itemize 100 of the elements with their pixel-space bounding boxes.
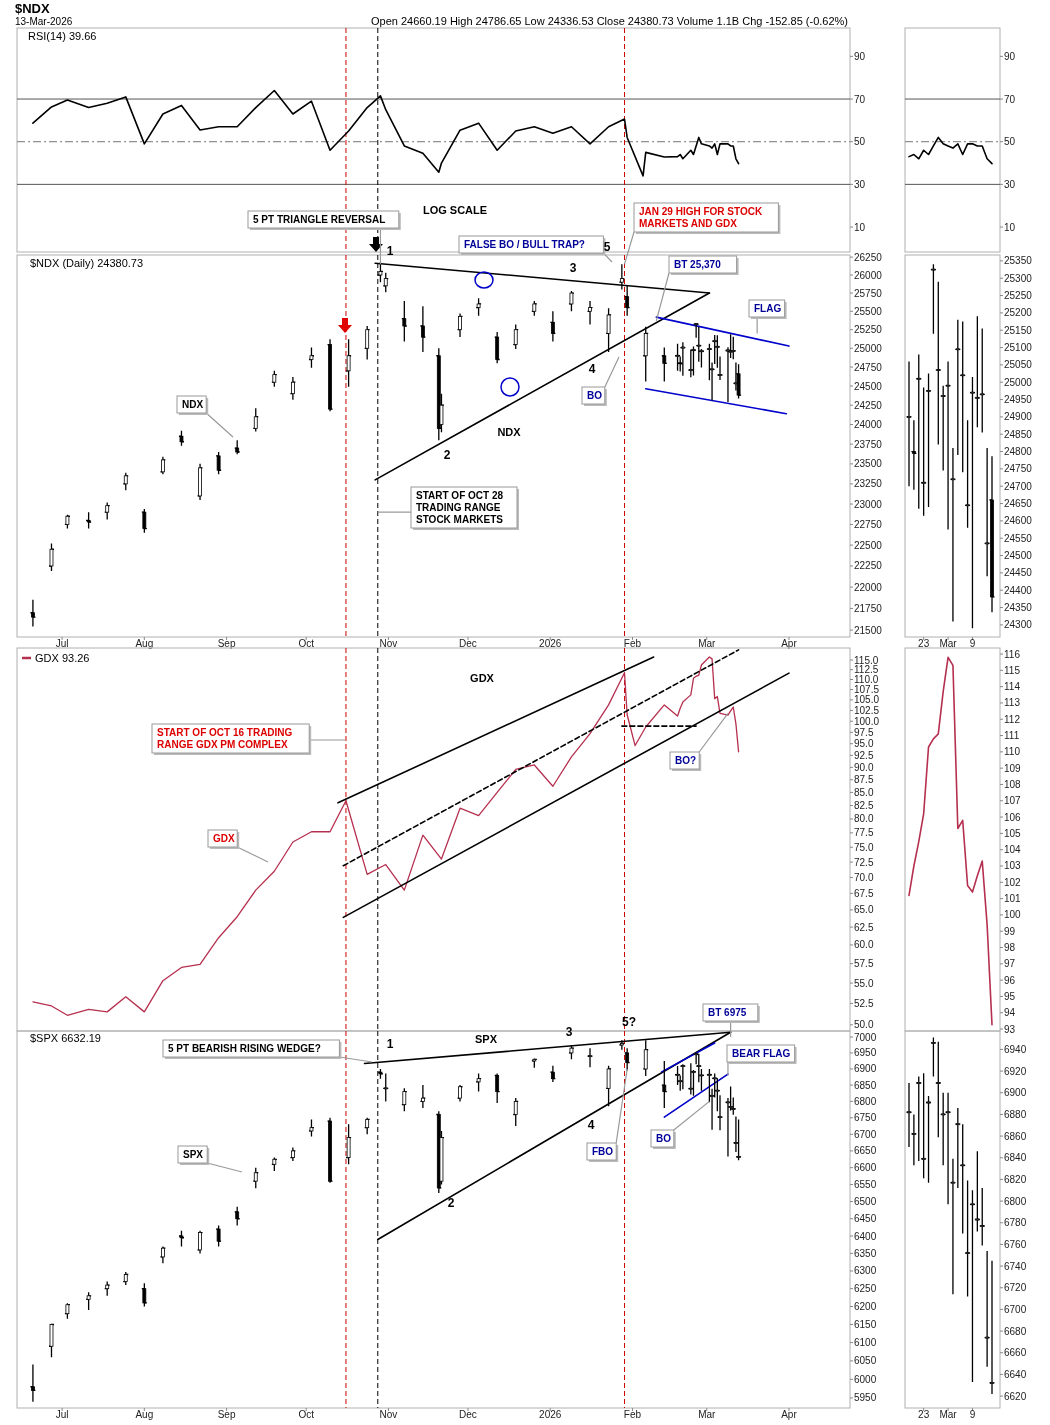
y-tick-label: 72.5: [854, 856, 874, 868]
y-tick-label: 6780: [1004, 1217, 1027, 1229]
y-tick-label: 87.5: [854, 774, 874, 786]
annotation: LOG SCALE: [422, 204, 488, 216]
annotation: SPX: [183, 1149, 204, 1160]
annotation: START OF OCT 28 TRADING RANGE STOCK MARKETS: [416, 490, 504, 525]
x-tick-label: 2026: [539, 638, 562, 649]
annotation: START OF OCT 16 TRADING RANGE GDX PM COMPLEX: [157, 727, 293, 750]
x-tick-label: Mar: [698, 1409, 717, 1420]
y-tick-label: 6680: [1004, 1325, 1027, 1337]
legend-label: GDX 93.26: [35, 652, 90, 664]
x-tick-label: Feb: [623, 638, 642, 649]
y-tick-label: 30: [1004, 178, 1016, 190]
y-tick-label: 6650: [854, 1145, 877, 1157]
x-tick-label: Feb: [623, 1409, 642, 1420]
y-tick-label: 6820: [1004, 1173, 1027, 1185]
y-tick-label: 6800: [854, 1095, 877, 1107]
y-tick-label: 50: [1004, 136, 1016, 148]
x-tick-label: 23: [918, 638, 930, 649]
x-tick-label: Oct: [298, 1409, 315, 1420]
y-tick-label: 6900: [854, 1063, 877, 1075]
y-tick-label: 24450: [1004, 567, 1033, 579]
y-tick-label: 116: [1004, 648, 1021, 660]
y-tick-label: 6700: [854, 1128, 877, 1140]
y-tick-label: 108: [1004, 778, 1022, 790]
y-tick-label: 109: [1004, 762, 1022, 774]
y-tick-label: 70: [854, 93, 866, 105]
y-tick-label: 6300: [854, 1265, 877, 1277]
y-tick-label: 6640: [1004, 1368, 1027, 1380]
y-tick-label: 24400: [1004, 584, 1033, 596]
y-tick-label: 6850: [854, 1079, 877, 1091]
y-tick-label: 104: [1004, 844, 1022, 856]
x-tick-label: Nov: [379, 638, 398, 649]
x-tick-label: Dec: [459, 638, 477, 649]
y-tick-label: 110.0: [854, 673, 879, 685]
y-tick-label: 103: [1004, 860, 1022, 872]
y-tick-label: 25250: [854, 324, 883, 336]
y-tick-label: 105.0: [854, 694, 880, 706]
y-tick-label: 6900: [1004, 1087, 1027, 1099]
y-tick-label: 6400: [854, 1230, 877, 1242]
y-tick-label: 25000: [1004, 376, 1033, 388]
y-tick-label: 24700: [1004, 480, 1033, 492]
y-tick-label: 96: [1004, 974, 1016, 986]
y-tick-label: 115.0: [854, 654, 879, 666]
x-tick-label: Apr: [781, 638, 798, 649]
y-tick-label: 98: [1004, 942, 1016, 954]
y-tick-label: 24750: [1004, 463, 1033, 475]
y-tick-label: 7000: [854, 1031, 877, 1043]
x-tick-label: Jul: [55, 1409, 69, 1420]
y-tick-label: 102: [1004, 876, 1022, 888]
y-tick-label: 55.0: [854, 977, 874, 989]
y-tick-label: 10: [854, 221, 866, 233]
y-tick-label: 25000: [854, 342, 883, 354]
x-tick-label: Sep: [217, 638, 236, 649]
y-tick-label: 65.0: [854, 904, 874, 916]
y-tick-label: 95: [1004, 990, 1016, 1002]
y-tick-label: 24550: [1004, 532, 1033, 544]
annotation: NDX: [497, 426, 522, 438]
y-tick-label: 10: [1004, 221, 1016, 233]
y-tick-label: 50: [854, 136, 866, 148]
x-tick-label: Mar: [698, 638, 717, 649]
y-tick-label: 26000: [854, 269, 883, 281]
y-tick-label: 25250: [1004, 290, 1033, 302]
x-tick-label: Sep: [217, 1409, 236, 1420]
y-tick-label: 6100: [854, 1337, 877, 1349]
y-tick-label: 102.5: [854, 704, 880, 716]
y-tick-label: 110: [1004, 746, 1021, 758]
annotation: FBO: [592, 1146, 614, 1157]
y-tick-label: 97: [1004, 958, 1016, 970]
x-tick-label: Apr: [781, 1409, 798, 1420]
y-tick-label: 6250: [854, 1283, 877, 1295]
y-tick-label: 107: [1004, 795, 1022, 807]
y-tick-label: 90: [854, 50, 866, 62]
annotation: BT 25,370: [674, 259, 722, 270]
y-tick-label: 6720: [1004, 1282, 1027, 1294]
y-tick-label: 115: [1004, 664, 1021, 676]
annotation: 5?: [621, 1015, 637, 1029]
y-tick-label: 94: [1004, 1007, 1016, 1019]
y-tick-label: 23750: [854, 438, 883, 450]
y-tick-label: 25150: [1004, 324, 1033, 336]
y-tick-label: 111: [1004, 730, 1020, 742]
x-tick-label: 9: [969, 638, 976, 649]
y-tick-label: 24250: [854, 399, 883, 411]
y-tick-label: 62.5: [854, 921, 874, 933]
y-tick-label: 6840: [1004, 1152, 1027, 1164]
x-tick-label: 23: [918, 1409, 930, 1420]
annotation: 5: [603, 240, 611, 254]
y-tick-label: 100: [1004, 909, 1022, 921]
y-tick-label: 6760: [1004, 1238, 1027, 1250]
y-tick-label: 25050: [1004, 359, 1033, 371]
annotation: 3: [565, 1025, 573, 1039]
text: Open 24660.19 High 24786.65 Low 24336.53 Close 24380.73 Volume 1.1B Chg -152.85 (-0.62%): [370, 15, 848, 27]
annotation: 2: [447, 1196, 455, 1210]
y-tick-label: 6150: [854, 1318, 877, 1330]
x-tick-label: Oct: [298, 638, 315, 649]
y-tick-label: 77.5: [854, 827, 874, 839]
y-tick-label: 113: [1004, 697, 1021, 709]
y-tick-label: 24500: [854, 380, 883, 392]
x-tick-label: Mar: [939, 638, 958, 649]
annotation: 1: [386, 1037, 394, 1051]
